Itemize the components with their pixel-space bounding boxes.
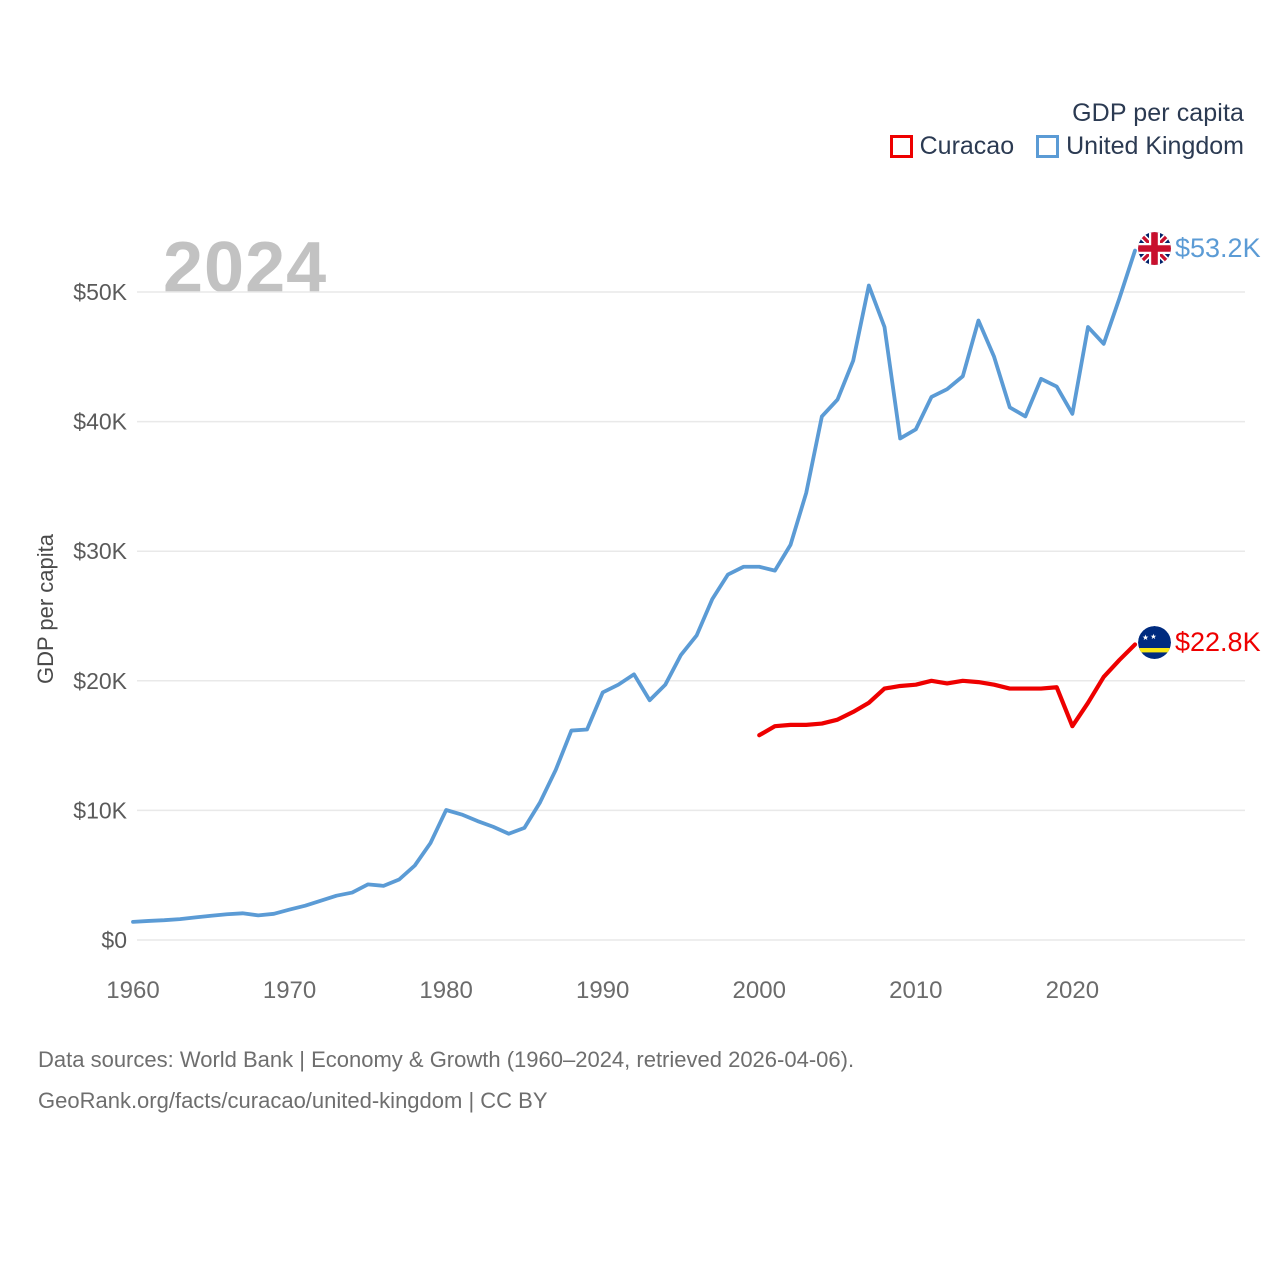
chart-legend: GDP per capita Curacao United Kingdom [889, 98, 1244, 160]
x-tick-label: 1990 [576, 977, 629, 1004]
x-tick-labels: 1960 1970 1980 1990 2000 2010 2020 [106, 977, 1099, 1004]
x-tick-label: 1970 [263, 977, 316, 1004]
y-tick-label: $10K [73, 797, 127, 823]
x-tick-label: 2000 [733, 977, 786, 1004]
footer-line-2: GeoRank.org/facts/curacao/united-kingdom… [38, 1087, 548, 1113]
uk-flag-icon [1138, 232, 1171, 265]
legend-swatch-united-kingdom [1036, 135, 1060, 158]
legend-label-curacao: Curacao [919, 132, 1015, 160]
y-tick-label: $50K [73, 279, 127, 305]
y-tick-label: $30K [73, 538, 127, 564]
end-label-united-kingdom: $53.2K [1138, 232, 1261, 265]
legend-title: GDP per capita [1072, 99, 1244, 127]
gridlines [137, 291, 1245, 941]
series-line-curacao [757, 642, 1138, 738]
y-tick-label: $20K [73, 668, 127, 694]
end-value-united-kingdom: $53.2K [1175, 233, 1261, 263]
curacao-flag-icon [1138, 626, 1171, 659]
x-tick-label: 2020 [1046, 977, 1099, 1004]
y-axis-title: GDP per capita [33, 534, 58, 685]
y-tick-label: $40K [73, 409, 127, 435]
plot-area: $0 $10K $20K $30K $40K $50K 1960 1970 1980 1990 2… [33, 248, 1245, 1004]
footer-attribution: Data sources: World Bank | Economy & Gro… [38, 1040, 854, 1121]
y-tick-label: $0 [101, 927, 127, 953]
chart-svg: $0 $10K $20K $30K $40K $50K 1960 1970 1980 1990 2… [73, 248, 1245, 1004]
legend-item-united-kingdom[interactable]: United Kingdom [1036, 134, 1244, 159]
y-tick-labels: $0 $10K $20K $30K $40K $50K [73, 279, 127, 953]
x-tick-label: 2010 [889, 977, 942, 1004]
end-label-curacao: $22.8K [1138, 626, 1261, 659]
series-line-united-kingdom [131, 248, 1137, 924]
legend-swatch-curacao [889, 135, 913, 158]
end-value-curacao: $22.8K [1175, 627, 1261, 657]
legend-label-united-kingdom: United Kingdom [1066, 132, 1244, 160]
legend-items: Curacao United Kingdom [889, 132, 1244, 160]
footer-line-1: Data sources: World Bank | Economy & Gro… [38, 1047, 855, 1072]
x-tick-label: 1980 [419, 977, 472, 1004]
x-tick-label: 1960 [106, 977, 159, 1004]
series-lines [131, 248, 1138, 924]
legend-item-curacao[interactable]: Curacao [889, 132, 1015, 160]
